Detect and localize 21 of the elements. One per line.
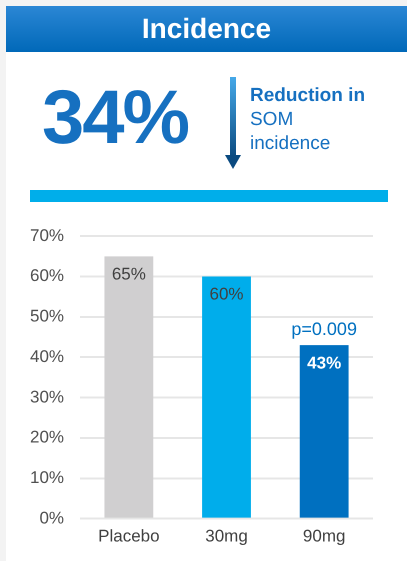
text: Reduction in SOM incidence	[250, 84, 366, 156]
data-label: 65%	[112, 264, 146, 284]
data-label: 60%	[209, 284, 244, 304]
bar	[300, 345, 349, 518]
y-tick-label: 60%	[30, 266, 64, 286]
annotation: p=0.009	[291, 319, 357, 340]
chart-title: Incidence	[6, 6, 407, 52]
y-tick-label: 70%	[30, 226, 64, 245]
y-tick-label: 40%	[30, 346, 64, 366]
bar	[104, 256, 154, 518]
y-tick-label: 20%	[30, 428, 64, 447]
x-tick-label: 30mg	[205, 526, 248, 546]
bar	[202, 276, 251, 518]
y-tick-label: 30%	[30, 387, 64, 406]
y-tick-label: 0%	[39, 508, 64, 528]
data-label: 43%	[307, 353, 342, 372]
x-tick-label: Placebo	[98, 526, 160, 546]
y-tick-label: 50%	[30, 306, 64, 326]
y-tick-label: 10%	[30, 468, 64, 487]
text: 34%	[42, 75, 188, 160]
x-tick-label: 90mg	[302, 526, 346, 546]
